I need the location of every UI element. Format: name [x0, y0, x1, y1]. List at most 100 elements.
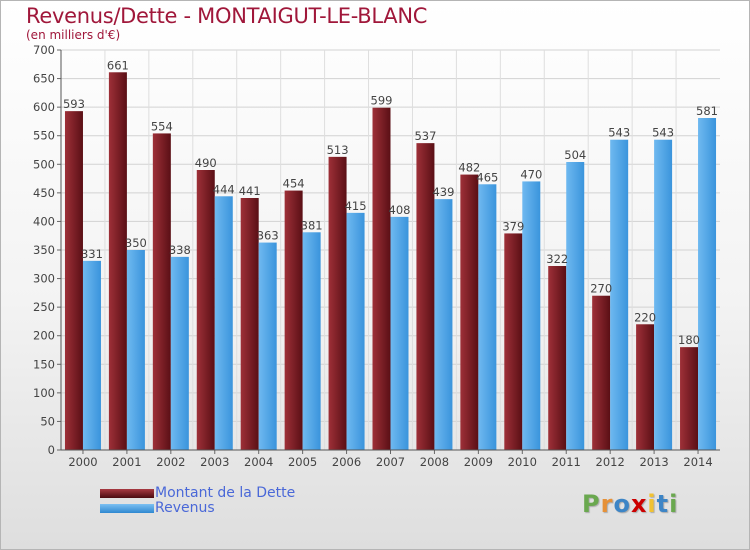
value-label-revenus: 415	[345, 199, 367, 213]
x-tick-label: 2007	[376, 455, 405, 469]
legend-swatch-revenus	[100, 504, 154, 513]
value-label-revenus: 350	[125, 236, 147, 250]
y-tick-label: 400	[33, 214, 55, 228]
value-label-revenus: 543	[608, 126, 630, 140]
value-label-revenus: 504	[564, 148, 586, 162]
logo-letter: x	[630, 490, 648, 518]
bar-dette	[152, 133, 171, 450]
bar-dette	[460, 174, 479, 451]
bar-dette	[504, 233, 523, 450]
value-label-dette: 322	[546, 252, 568, 266]
bar-revenus	[434, 199, 453, 450]
bar-dette	[372, 107, 391, 450]
y-tick-label: 300	[33, 272, 55, 286]
value-label-dette: 537	[414, 129, 436, 143]
bar-revenus	[698, 118, 717, 450]
y-tick-label: 450	[33, 186, 55, 200]
y-tick-label: 550	[33, 129, 55, 143]
logo-letter: o	[613, 490, 631, 518]
value-label-dette: 180	[678, 333, 700, 347]
value-label-dette: 482	[458, 161, 480, 175]
axes: 0 50 100 150 200 250 300 350 400 450 500 550 600 650 7…	[33, 43, 720, 469]
value-labels: 593 331 661 350 554 338 490 444 441 363 454 381 513 4…	[63, 58, 718, 347]
value-label-dette: 490	[195, 156, 217, 170]
value-label-revenus: 331	[81, 247, 103, 261]
logo-letter: P	[582, 490, 601, 518]
value-label-revenus: 581	[696, 104, 718, 118]
bar-revenus	[258, 242, 277, 450]
bar-dette	[416, 143, 435, 450]
y-tick-label: 100	[33, 386, 55, 400]
y-tick-label: 350	[33, 243, 55, 257]
y-tick-label: 0	[48, 443, 55, 457]
bar-revenus	[610, 139, 629, 450]
value-label-dette: 593	[63, 97, 85, 111]
bar-revenus	[390, 216, 409, 450]
legend-label-dette: Montant de la Dette	[155, 485, 296, 501]
bar-dette	[196, 170, 215, 450]
x-tick-label: 2012	[596, 455, 625, 469]
y-tick-label: 250	[33, 300, 55, 314]
y-tick-label: 150	[33, 357, 55, 371]
value-label-dette: 599	[371, 94, 393, 108]
bar-revenus	[522, 181, 541, 450]
y-tick-label: 600	[33, 100, 55, 114]
value-label-dette: 270	[590, 282, 612, 296]
x-tick-label: 2013	[639, 455, 668, 469]
x-tick-label: 2009	[464, 455, 493, 469]
x-tick-label: 2003	[200, 455, 229, 469]
value-label-revenus: 465	[476, 170, 498, 184]
value-label-revenus: 338	[169, 243, 191, 257]
bar-dette	[284, 190, 303, 451]
x-tick-label: 2001	[112, 455, 141, 469]
x-tick-label: 2010	[508, 455, 537, 469]
y-tick-label: 650	[33, 72, 55, 86]
x-tick-label: 2004	[244, 455, 273, 469]
legend-label-revenus: Revenus	[155, 500, 215, 516]
bar-dette	[240, 198, 259, 450]
logo-letter: r	[600, 490, 614, 518]
y-tick-label: 50	[40, 414, 55, 428]
bar-revenus	[170, 256, 189, 450]
bar-revenus	[566, 162, 585, 450]
value-label-dette: 220	[634, 310, 656, 324]
bar-revenus	[214, 196, 233, 450]
value-label-dette: 441	[239, 184, 261, 198]
logo-letter: i	[669, 490, 679, 518]
y-tick-label: 700	[33, 43, 55, 57]
value-label-revenus: 381	[301, 218, 323, 232]
x-tick-label: 2002	[156, 455, 185, 469]
value-label-dette: 661	[107, 58, 129, 72]
proxiti-logo: Proxiti	[582, 490, 678, 518]
x-tick-label: 2005	[288, 455, 317, 469]
value-label-dette: 454	[283, 177, 305, 191]
value-label-revenus: 363	[257, 229, 279, 243]
value-label-dette: 379	[502, 219, 524, 233]
y-tick-label: 500	[33, 157, 55, 171]
value-label-revenus: 408	[389, 203, 411, 217]
x-tick-label: 2008	[420, 455, 449, 469]
value-label-revenus: 470	[520, 167, 542, 181]
value-label-revenus: 543	[652, 126, 674, 140]
bar-dette	[328, 156, 347, 450]
bar-revenus	[654, 139, 673, 450]
x-tick-label: 2014	[683, 455, 712, 469]
y-tick-label: 200	[33, 329, 55, 343]
bars	[64, 72, 717, 451]
logo-letter: t	[656, 490, 670, 518]
legend-swatch-dette	[100, 489, 154, 498]
bar-dette	[592, 295, 611, 450]
x-tick-label: 2011	[552, 455, 581, 469]
bar-dette	[108, 72, 127, 451]
bar-dette	[636, 324, 655, 450]
chart-title: Revenus/Dette - MONTAIGUT-LE-BLANC	[26, 4, 428, 28]
value-label-dette: 554	[151, 119, 173, 133]
bar-revenus	[126, 250, 145, 450]
bar-dette	[548, 266, 567, 450]
value-label-dette: 513	[327, 143, 349, 157]
value-label-revenus: 439	[432, 185, 454, 199]
value-label-revenus: 444	[213, 182, 235, 196]
bar-revenus	[478, 184, 497, 451]
bar-revenus	[302, 232, 321, 450]
